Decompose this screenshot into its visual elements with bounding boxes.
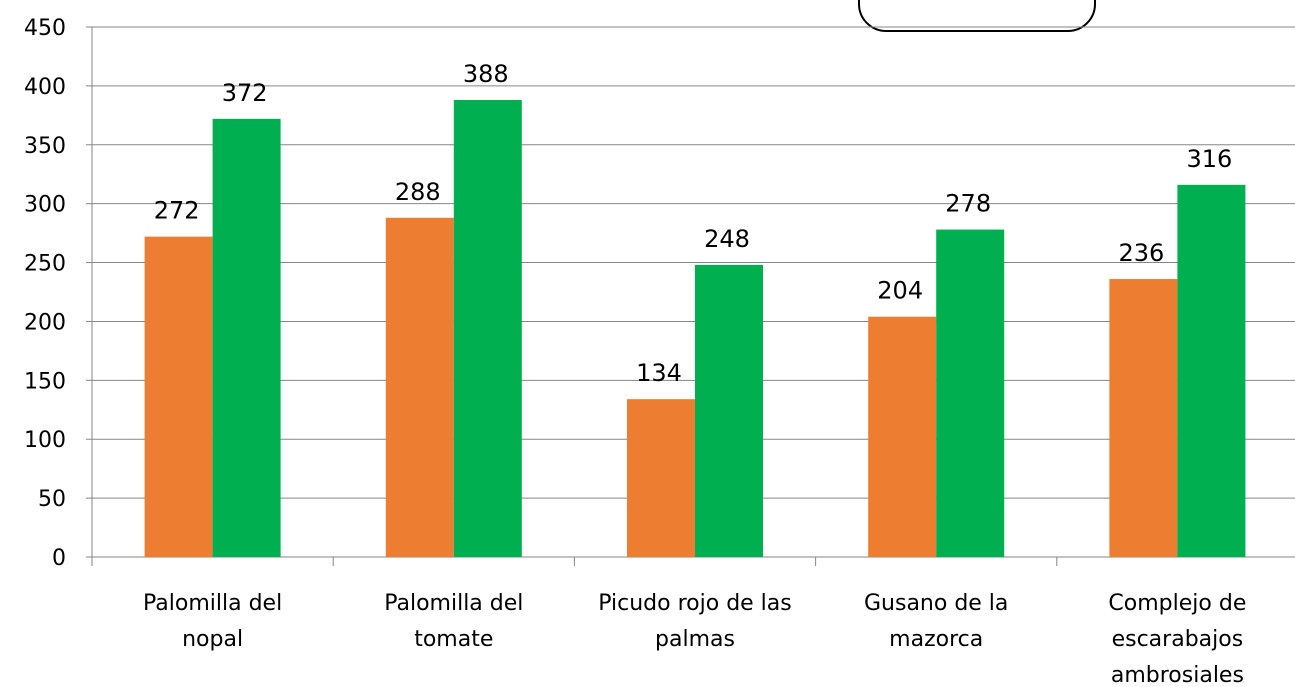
bars xyxy=(144,100,1246,558)
y-tick-label: 450 xyxy=(24,16,66,41)
y-tick-label: 100 xyxy=(24,428,66,453)
data-label: 316 xyxy=(1186,145,1232,173)
x-category-label: Complejo de escarabajos ambrosiales xyxy=(1108,591,1246,687)
bar-series2-3 xyxy=(936,229,1005,558)
x-category-label: Palomilla del tomate xyxy=(384,591,523,652)
y-tick-label: 300 xyxy=(24,193,66,218)
data-label: 134 xyxy=(636,359,682,387)
data-label: 388 xyxy=(463,60,509,88)
bar-series2-1 xyxy=(453,100,522,558)
bar-series1-3 xyxy=(868,316,937,557)
data-label: 272 xyxy=(154,197,200,225)
data-label: 278 xyxy=(945,190,991,218)
data-label: 236 xyxy=(1118,239,1164,267)
data-labels: 272 288 134 204 236 372 388 248 278 316 xyxy=(154,60,1233,387)
bar-series2-0 xyxy=(212,118,281,557)
y-axis: 0 50 100 150 200 250 300 350 400 450 xyxy=(24,16,93,571)
data-label: 248 xyxy=(704,225,750,253)
bar-series1-4 xyxy=(1109,279,1178,557)
y-tick-label: 400 xyxy=(24,75,66,100)
bar-series2-2 xyxy=(695,264,763,557)
data-label: 288 xyxy=(395,178,441,206)
x-category-label: Picudo rojo de las palmas xyxy=(598,591,792,652)
y-tick-label: 200 xyxy=(24,310,66,335)
x-axis: Palomilla del nopal Palomilla del tomate Pic… xyxy=(91,556,1295,687)
bar-series1-0 xyxy=(144,236,213,557)
y-tick-label: 0 xyxy=(52,546,66,571)
y-tick-label: 50 xyxy=(38,487,66,512)
data-label: 372 xyxy=(222,79,268,107)
y-tick-label: 350 xyxy=(24,134,66,159)
bar-series1-2 xyxy=(627,399,695,557)
data-label: 204 xyxy=(877,277,923,305)
x-category-label: Gusano de la mazorca xyxy=(864,591,1008,652)
y-tick-label: 150 xyxy=(24,369,66,394)
y-tick-label: 250 xyxy=(24,252,66,277)
x-category-label: Palomilla del nopal xyxy=(143,591,282,652)
bar-series2-4 xyxy=(1177,184,1246,558)
bar-series1-1 xyxy=(385,217,454,558)
